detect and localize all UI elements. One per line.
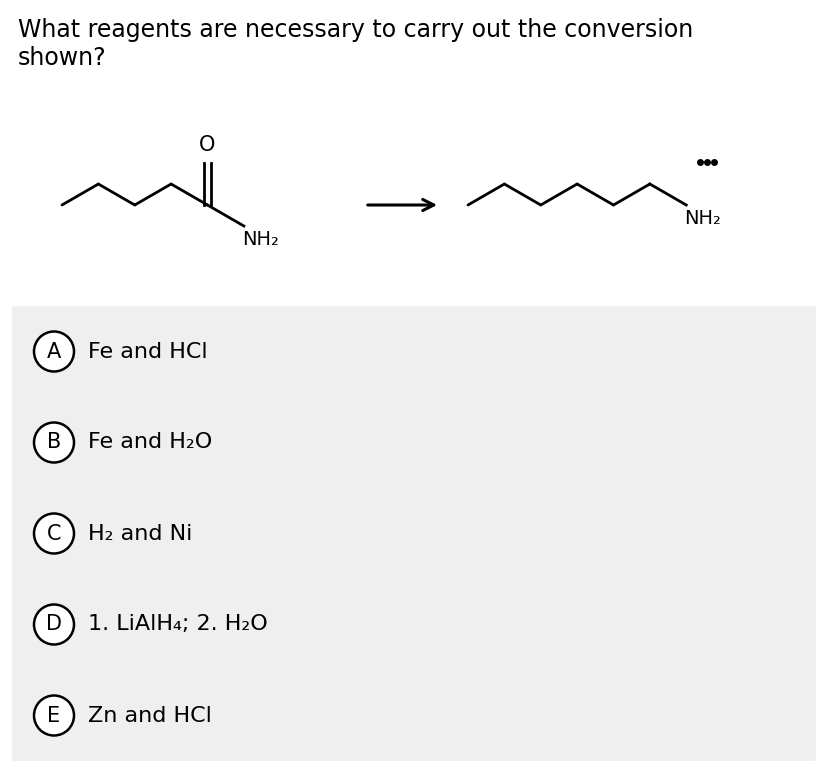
Circle shape (34, 605, 74, 645)
Text: NH₂: NH₂ (241, 230, 279, 249)
Text: NH₂: NH₂ (683, 209, 720, 228)
Text: 1. LiAlH₄; 2. H₂O: 1. LiAlH₄; 2. H₂O (88, 615, 267, 635)
Text: D: D (46, 615, 62, 635)
FancyBboxPatch shape (12, 306, 815, 397)
Circle shape (34, 331, 74, 372)
Text: C: C (46, 524, 61, 543)
FancyBboxPatch shape (12, 670, 815, 761)
Text: What reagents are necessary to carry out the conversion: What reagents are necessary to carry out… (18, 18, 692, 42)
Text: H₂ and Ni: H₂ and Ni (88, 524, 192, 543)
Text: E: E (47, 705, 60, 726)
FancyBboxPatch shape (12, 579, 815, 670)
FancyBboxPatch shape (12, 488, 815, 579)
Circle shape (34, 514, 74, 553)
Text: Fe and H₂O: Fe and H₂O (88, 432, 212, 452)
Text: A: A (47, 341, 61, 362)
Circle shape (34, 422, 74, 462)
Circle shape (34, 695, 74, 736)
Text: Zn and HCl: Zn and HCl (88, 705, 212, 726)
Text: shown?: shown? (18, 46, 107, 70)
Text: Fe and HCl: Fe and HCl (88, 341, 208, 362)
Text: O: O (199, 135, 215, 155)
FancyBboxPatch shape (12, 397, 815, 488)
Text: B: B (47, 432, 61, 452)
